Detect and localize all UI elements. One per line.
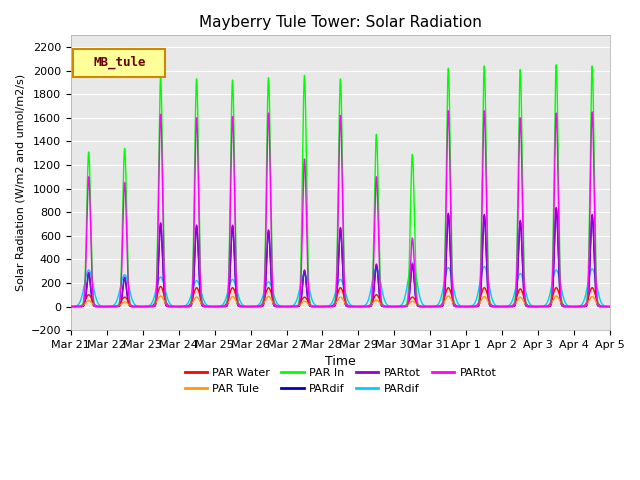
X-axis label: Time: Time xyxy=(325,355,356,369)
Title: Mayberry Tule Tower: Solar Radiation: Mayberry Tule Tower: Solar Radiation xyxy=(199,15,482,30)
FancyBboxPatch shape xyxy=(74,48,165,77)
Y-axis label: Solar Radiation (W/m2 and umol/m2/s): Solar Radiation (W/m2 and umol/m2/s) xyxy=(15,74,25,291)
Text: MB_tule: MB_tule xyxy=(93,56,145,69)
Legend: PAR Water, PAR Tule, PAR In, PARdif, PARtot, PARdif, PARtot: PAR Water, PAR Tule, PAR In, PARdif, PAR… xyxy=(180,364,500,398)
